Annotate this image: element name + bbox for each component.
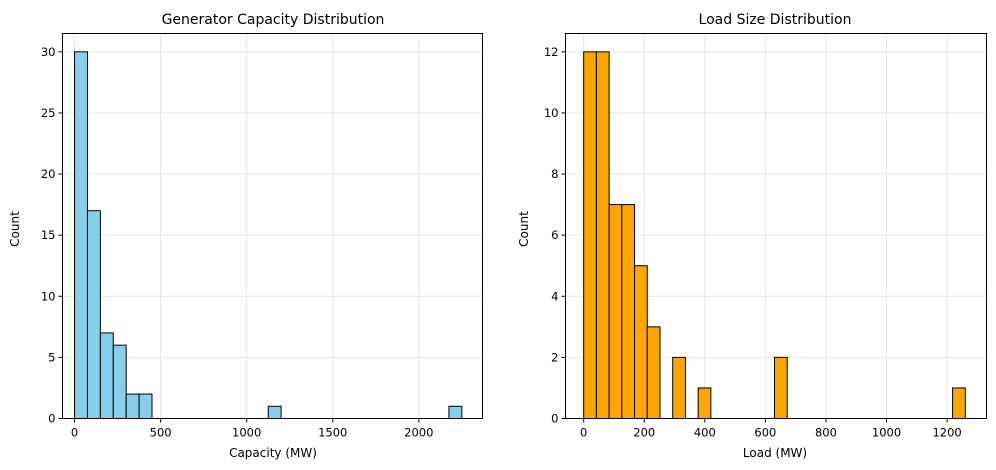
- x-tick-label: 0: [580, 426, 587, 440]
- x-axis-label: Load (MW): [743, 446, 807, 460]
- y-tick-label: 4: [551, 289, 558, 303]
- histogram-bar: [86, 210, 101, 419]
- y-tick-label: 0: [48, 412, 55, 426]
- histogram-bar: [672, 356, 686, 419]
- histogram-bar: [448, 405, 463, 419]
- histogram-bar: [773, 356, 788, 419]
- x-tick-label: 200: [633, 426, 655, 440]
- bars: [583, 51, 966, 420]
- y-tick-label: 8: [551, 167, 558, 181]
- generator-capacity-histogram: Generator Capacity Distribution Capacity…: [8, 12, 483, 460]
- histogram-bar: [646, 326, 661, 420]
- y-tick-label: 15: [41, 228, 56, 242]
- x-tick-label: 800: [815, 426, 837, 440]
- y-axis-label: Count: [517, 211, 531, 247]
- x-tick-label: 600: [754, 426, 776, 440]
- x-tick-label: 400: [694, 426, 716, 440]
- x-tick-label: 1000: [232, 426, 261, 440]
- plot-frame: [62, 33, 483, 419]
- histogram-bar: [697, 387, 712, 420]
- x-tick-label: 1500: [318, 426, 347, 440]
- y-tick-label: 10: [544, 106, 559, 120]
- y-tick-label: 20: [41, 167, 56, 181]
- histogram-bar: [621, 204, 636, 419]
- y-tick-label: 30: [41, 45, 56, 59]
- load-size-histogram: Load Size Distribution Load (MW) Count 0…: [517, 12, 987, 460]
- y-tick-label: 10: [41, 289, 56, 303]
- chart-title: Generator Capacity Distribution: [162, 12, 385, 28]
- histogram-bar: [952, 387, 966, 420]
- histogram-bar: [583, 51, 597, 419]
- y-tick-label: 6: [551, 228, 558, 242]
- chart-title: Load Size Distribution: [699, 12, 852, 28]
- x-axis-ticks: 0 500 1000 1500 2000: [71, 418, 433, 440]
- histogram-bar: [99, 332, 114, 420]
- x-tick-label: 1200: [932, 426, 961, 440]
- y-tick-label: 5: [48, 350, 55, 364]
- histogram-bar: [267, 405, 282, 419]
- histogram-bar: [595, 51, 610, 419]
- y-tick-label: 0: [551, 412, 558, 426]
- histogram-bar: [138, 393, 153, 419]
- x-axis-ticks: 0 200 400 600 800 1000 1200: [580, 418, 962, 440]
- y-axis-label: Count: [8, 211, 22, 247]
- x-axis-label: Capacity (MW): [229, 446, 317, 460]
- y-tick-label: 12: [544, 45, 559, 59]
- y-axis-ticks: 0 5 10 15 20 25 30: [41, 45, 63, 426]
- histogram-bar: [74, 51, 88, 419]
- histogram-bar: [634, 265, 648, 419]
- histogram-bar: [125, 393, 140, 419]
- bars: [74, 51, 463, 420]
- x-tick-label: 1000: [872, 426, 901, 440]
- x-tick-label: 2000: [404, 426, 433, 440]
- y-tick-label: 2: [551, 350, 558, 364]
- y-tick-label: 25: [41, 106, 56, 120]
- histogram-bar: [608, 204, 623, 419]
- histogram-bar: [112, 344, 127, 419]
- plot-frame: [565, 33, 987, 419]
- x-tick-label: 0: [71, 426, 78, 440]
- y-axis-ticks: 0 2 4 6 8 10 12: [544, 45, 566, 426]
- x-tick-label: 500: [150, 426, 172, 440]
